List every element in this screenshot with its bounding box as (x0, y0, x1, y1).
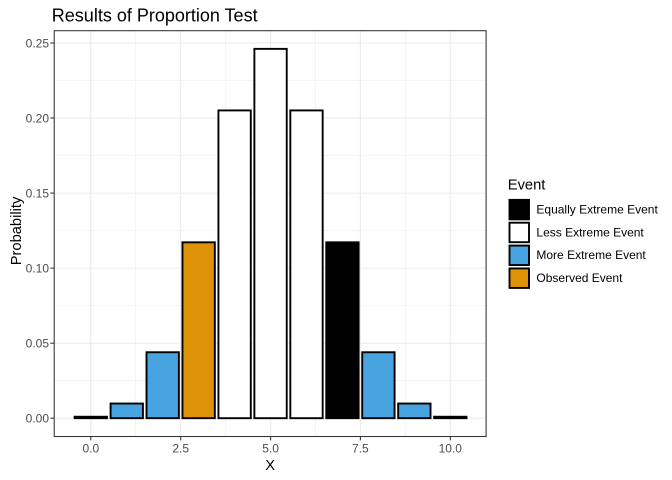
svg-text:X: X (265, 458, 275, 474)
svg-text:7.5: 7.5 (352, 442, 369, 456)
svg-text:0.10: 0.10 (26, 261, 50, 275)
svg-text:More Extreme Event: More Extreme Event (536, 248, 646, 262)
svg-text:0.15: 0.15 (26, 186, 50, 200)
svg-text:0.25: 0.25 (26, 36, 50, 50)
svg-text:0.0: 0.0 (82, 442, 99, 456)
svg-text:0.20: 0.20 (26, 111, 50, 125)
svg-text:10.0: 10.0 (439, 442, 463, 456)
svg-text:Equally Extreme Event: Equally Extreme Event (536, 202, 658, 216)
svg-text:0.00: 0.00 (26, 412, 50, 426)
svg-text:5.0: 5.0 (262, 442, 279, 456)
svg-text:Probability: Probability (9, 196, 25, 265)
svg-text:0.05: 0.05 (26, 337, 50, 351)
svg-text:Event: Event (508, 177, 546, 193)
svg-text:Less Extreme Event: Less Extreme Event (536, 225, 644, 239)
svg-text:Results of Proportion Test: Results of Proportion Test (52, 6, 258, 26)
svg-text:2.5: 2.5 (172, 442, 189, 456)
svg-text:Observed Event: Observed Event (536, 271, 623, 285)
